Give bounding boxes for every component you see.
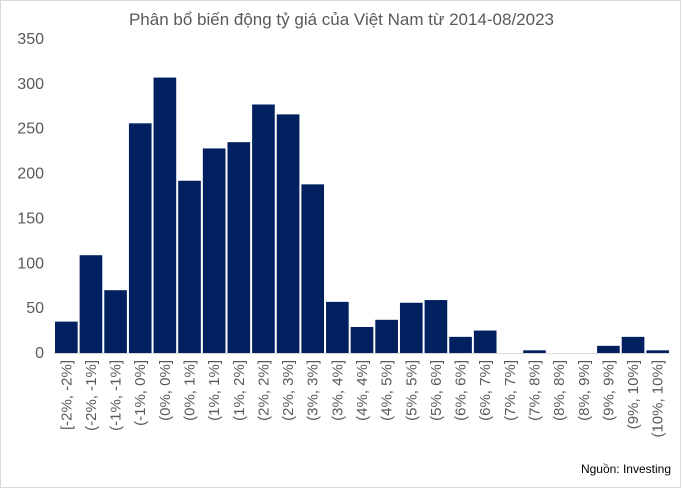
bar xyxy=(621,336,645,353)
x-tick-label: (8%, 8%] xyxy=(551,360,568,421)
bar xyxy=(375,319,398,353)
x-tick-label: (-1%, 0%] xyxy=(132,360,149,426)
x-tick-label: (5%, 6%] xyxy=(428,360,445,421)
x-tick-label: (0%, 1%] xyxy=(182,360,199,421)
y-tick-label: 300 xyxy=(17,76,44,93)
y-tick-label: 50 xyxy=(26,300,44,317)
bar xyxy=(597,345,620,353)
x-tick-label: (-2%, -1%] xyxy=(83,360,100,431)
bar xyxy=(326,301,349,353)
x-tick-label: (2%, 2%] xyxy=(255,360,272,421)
x-tick-label: (7%, 8%] xyxy=(526,360,543,421)
bar xyxy=(449,336,472,353)
bar xyxy=(350,326,374,353)
x-tick-label: [-2%, -2%] xyxy=(58,360,75,430)
x-axis: [-2%, -2%] (-2%, -1%] (-1%, -1%] (-1%, 0%] (… xyxy=(58,360,666,438)
bar xyxy=(178,180,201,353)
bar xyxy=(252,104,275,354)
x-tick-label: (9%, 9%] xyxy=(600,360,617,421)
y-tick-label: 150 xyxy=(17,210,44,227)
x-tick-label: (6%, 7%] xyxy=(477,360,494,421)
bar xyxy=(202,148,226,353)
x-tick-label: (10%, 10%] xyxy=(650,360,667,438)
x-tick-label: (1%, 1%] xyxy=(206,360,223,421)
source-note: Nguồn: Investing xyxy=(580,462,671,476)
bar xyxy=(79,255,103,353)
x-tick-label: (-1%, -1%] xyxy=(108,360,125,431)
bar xyxy=(424,300,448,353)
y-tick-label: 0 xyxy=(35,345,44,362)
y-axis: 0 50 100 150 200 250 300 350 xyxy=(17,31,44,362)
x-tick-label: (9%, 10%] xyxy=(625,360,642,429)
bar xyxy=(153,77,177,353)
bars xyxy=(55,77,669,354)
y-tick-label: 350 xyxy=(17,31,44,48)
bar xyxy=(473,330,497,353)
x-tick-label: (7%, 7%] xyxy=(502,360,519,421)
bar xyxy=(523,350,546,353)
x-tick-label: (0%, 0%] xyxy=(157,360,174,421)
x-tick-label: (3%, 3%] xyxy=(305,360,322,421)
bar xyxy=(104,290,127,353)
x-tick-label: (1%, 2%] xyxy=(231,360,248,421)
bar xyxy=(55,321,78,353)
bar xyxy=(128,123,152,354)
bar xyxy=(276,114,300,353)
x-tick-label: (5%, 5%] xyxy=(403,360,420,421)
bar xyxy=(227,142,251,353)
x-tick-label: (3%, 4%] xyxy=(329,360,346,421)
bar xyxy=(399,302,423,353)
x-tick-label: (4%, 4%] xyxy=(354,360,371,421)
y-tick-label: 100 xyxy=(17,255,44,272)
bar xyxy=(646,350,669,353)
x-tick-label: (6%, 6%] xyxy=(453,360,470,421)
y-tick-label: 200 xyxy=(17,166,44,183)
bar xyxy=(301,184,325,353)
chart-title: Phân bổ biến động tỷ giá của Việt Nam từ… xyxy=(128,10,555,29)
x-tick-label: (8%, 9%] xyxy=(576,360,593,421)
x-tick-label: (4%, 5%] xyxy=(379,360,396,421)
x-tick-label: (2%, 3%] xyxy=(280,360,297,421)
y-tick-label: 250 xyxy=(17,121,44,138)
